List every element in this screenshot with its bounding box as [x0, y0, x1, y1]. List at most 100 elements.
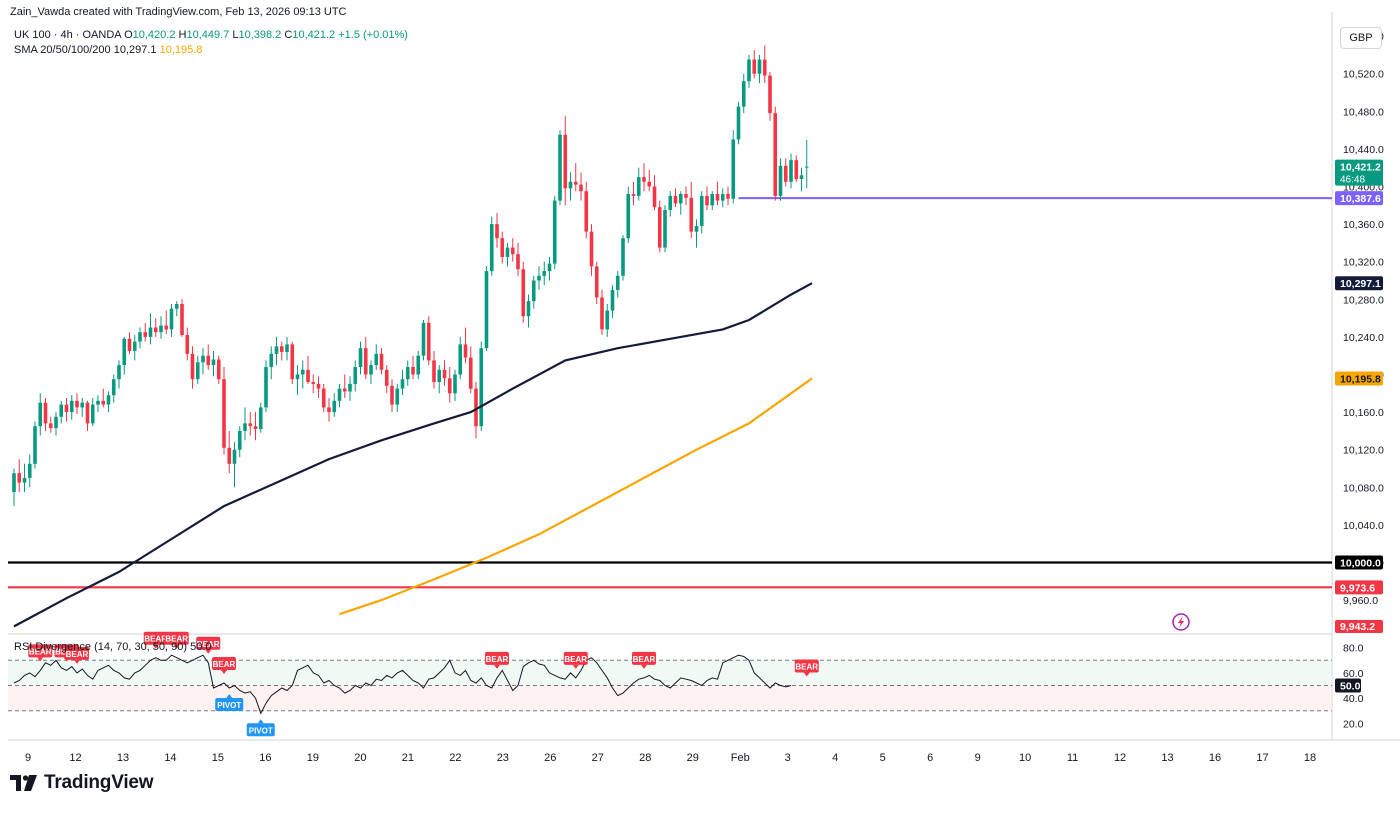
- candle[interactable]: [594, 261, 599, 304]
- candle[interactable]: [547, 257, 552, 281]
- candle[interactable]: [306, 355, 310, 384]
- candle[interactable]: [353, 360, 358, 392]
- candle[interactable]: [164, 310, 169, 335]
- candle[interactable]: [589, 224, 594, 276]
- candle[interactable]: [605, 304, 610, 337]
- rsi-line[interactable]: [13, 654, 792, 715]
- sma-200-line[interactable]: [339, 377, 813, 616]
- candle[interactable]: [468, 346, 473, 394]
- candle[interactable]: [27, 454, 32, 488]
- sma-100-price-label[interactable]: 10,297.1: [1335, 276, 1383, 291]
- candle[interactable]: [657, 200, 662, 253]
- candle[interactable]: [33, 421, 37, 469]
- candle[interactable]: [416, 351, 421, 380]
- candle[interactable]: [363, 336, 368, 380]
- candle[interactable]: [227, 430, 232, 474]
- candle[interactable]: [400, 369, 405, 396]
- candle[interactable]: [22, 463, 27, 492]
- signal-bear[interactable]: BEAR: [164, 631, 189, 649]
- candle[interactable]: [379, 348, 384, 375]
- extra-price-label[interactable]: 9,943.2: [1335, 620, 1383, 633]
- candle[interactable]: [138, 327, 142, 349]
- candle[interactable]: [405, 360, 410, 386]
- symbol-name[interactable]: UK 100 · 4h · OANDA: [14, 29, 121, 41]
- candle[interactable]: [715, 181, 720, 206]
- candle[interactable]: [684, 186, 688, 206]
- candle[interactable]: [17, 459, 22, 492]
- candle[interactable]: [285, 336, 289, 361]
- candle[interactable]: [264, 360, 268, 413]
- candle[interactable]: [38, 393, 43, 436]
- candle[interactable]: [453, 369, 457, 401]
- signal-bear[interactable]: BEAR: [212, 656, 236, 674]
- candle[interactable]: [185, 327, 190, 361]
- candle[interactable]: [342, 374, 347, 399]
- candle[interactable]: [783, 158, 788, 187]
- sma-100-line[interactable]: [13, 282, 813, 628]
- candle[interactable]: [169, 304, 174, 337]
- candle[interactable]: [621, 235, 625, 281]
- candle[interactable]: [332, 393, 337, 417]
- candle[interactable]: [631, 181, 636, 206]
- candle[interactable]: [447, 366, 452, 403]
- candle[interactable]: [64, 398, 69, 422]
- candle[interactable]: [789, 153, 793, 189]
- candle[interactable]: [720, 188, 725, 208]
- candle[interactable]: [237, 426, 242, 458]
- candle[interactable]: [710, 191, 715, 210]
- candle[interactable]: [106, 391, 111, 413]
- candle[interactable]: [243, 407, 247, 441]
- signal-pivot[interactable]: PIVOT: [246, 719, 275, 737]
- candle[interactable]: [463, 327, 468, 364]
- candle[interactable]: [762, 45, 767, 84]
- candle[interactable]: [274, 336, 279, 366]
- candle[interactable]: [348, 376, 352, 401]
- signal-bear[interactable]: BEAR: [196, 636, 221, 654]
- signal-pivot[interactable]: PIVOT: [215, 694, 244, 712]
- candle[interactable]: [484, 266, 489, 351]
- candle[interactable]: [232, 442, 237, 488]
- candle[interactable]: [132, 335, 137, 361]
- candle[interactable]: [579, 172, 583, 201]
- candle[interactable]: [295, 365, 300, 396]
- candle[interactable]: [311, 374, 316, 394]
- candle[interactable]: [117, 360, 121, 389]
- candle[interactable]: [148, 313, 153, 345]
- candle[interactable]: [316, 376, 321, 398]
- candle[interactable]: [736, 101, 741, 145]
- candle[interactable]: [180, 299, 184, 337]
- sma-label[interactable]: SMA 20/50/100/200: [14, 44, 111, 56]
- candle[interactable]: [358, 341, 363, 375]
- candle[interactable]: [80, 398, 85, 417]
- candle[interactable]: [773, 106, 778, 201]
- candle[interactable]: [253, 412, 258, 441]
- candle[interactable]: [337, 383, 342, 408]
- candle[interactable]: [626, 186, 631, 243]
- candle[interactable]: [327, 398, 331, 422]
- candle[interactable]: [799, 167, 804, 192]
- candle[interactable]: [421, 319, 426, 361]
- candle[interactable]: [159, 316, 163, 339]
- candle[interactable]: [12, 468, 16, 507]
- candle[interactable]: [479, 341, 484, 431]
- candle[interactable]: [615, 271, 620, 298]
- candle[interactable]: [384, 365, 389, 394]
- candle[interactable]: [174, 301, 179, 317]
- candle[interactable]: [101, 388, 106, 408]
- candle[interactable]: [222, 366, 226, 455]
- candle[interactable]: [411, 355, 415, 380]
- candle[interactable]: [778, 158, 783, 201]
- candle[interactable]: [426, 316, 431, 366]
- candle[interactable]: [96, 395, 100, 413]
- candle[interactable]: [211, 351, 216, 377]
- candle[interactable]: [122, 336, 127, 375]
- signal-bear[interactable]: BEAR: [794, 659, 819, 677]
- candle[interactable]: [610, 285, 615, 319]
- candle[interactable]: [647, 169, 652, 192]
- candle[interactable]: [290, 341, 295, 384]
- candle[interactable]: [531, 275, 536, 309]
- signal-bear[interactable]: BEAR: [485, 651, 509, 669]
- candle[interactable]: [143, 322, 148, 342]
- candle[interactable]: [85, 400, 90, 431]
